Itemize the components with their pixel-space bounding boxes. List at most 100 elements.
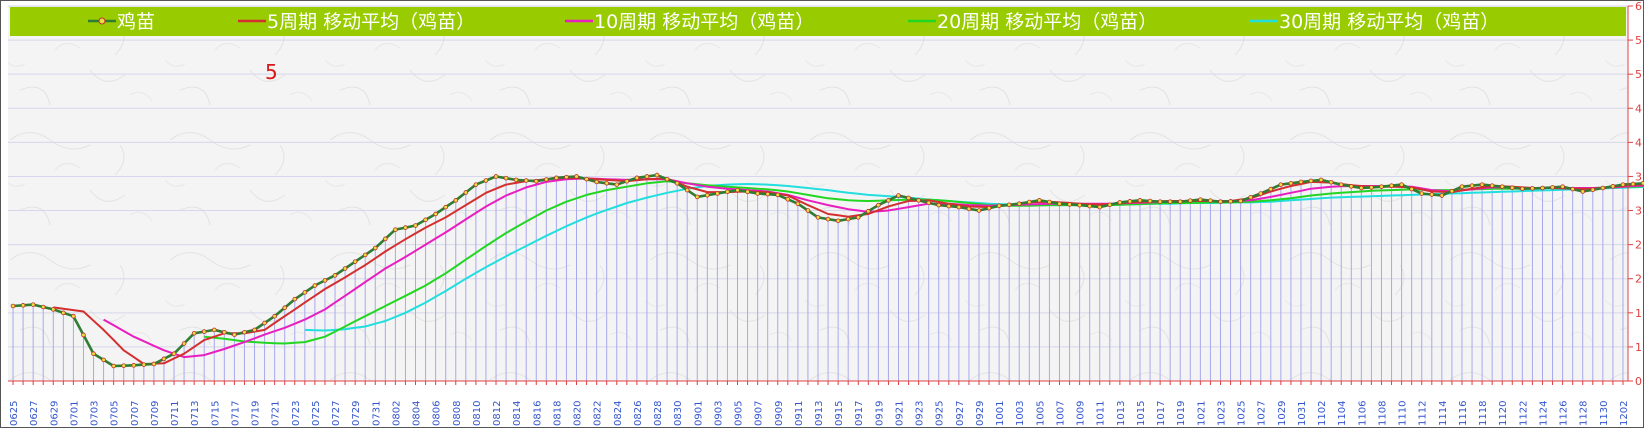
data-point	[312, 283, 318, 288]
data-point	[413, 223, 418, 228]
data-point	[1248, 194, 1253, 200]
data-point	[775, 192, 781, 198]
legend: 鸡苗 5周期 移动平均（鸡苗） 10周期 移动平均（鸡苗） 20周期 移动平均（鸡苗）…	[10, 7, 1626, 36]
x-tick-label: 0925	[935, 401, 946, 426]
data-point	[966, 206, 972, 212]
x-tick-label: 1007	[1055, 401, 1066, 426]
data-point	[332, 273, 338, 278]
y-tick-label: 2.30	[1635, 273, 1644, 286]
data-point	[1530, 186, 1535, 191]
data-point	[604, 180, 609, 186]
data-point	[151, 361, 157, 367]
data-point	[976, 208, 982, 213]
y-tick-label: 0.80	[1635, 375, 1644, 388]
data-point	[574, 174, 579, 179]
x-tick-label: 0729	[351, 401, 362, 426]
data-point	[121, 363, 127, 368]
data-point	[1107, 202, 1113, 208]
x-tick-label: 0816	[532, 401, 543, 426]
data-point	[664, 176, 670, 182]
data-point	[1117, 200, 1123, 205]
data-point	[1067, 202, 1072, 207]
x-tick-label: 1102	[1317, 401, 1328, 426]
data-point	[322, 278, 328, 283]
x-tick-label: 0923	[915, 401, 926, 426]
x-tick-label: 0731	[371, 401, 382, 426]
x-tick-label: 1031	[1297, 401, 1308, 426]
data-point	[20, 303, 26, 308]
data-point	[755, 191, 760, 196]
data-point	[1218, 199, 1223, 204]
data-point	[71, 313, 76, 319]
data-point	[352, 259, 358, 264]
x-tick-label: 0917	[854, 401, 865, 426]
data-point	[1419, 191, 1425, 196]
data-point	[1429, 192, 1435, 197]
data-point	[564, 174, 569, 180]
x-tick-label: 0921	[894, 401, 905, 426]
data-point	[1167, 199, 1173, 204]
x-tick-label: 1011	[1096, 401, 1107, 426]
legend-marker	[98, 17, 106, 25]
x-tick-label: 1104	[1337, 401, 1348, 426]
x-tick-label: 0711	[170, 401, 181, 426]
data-point	[876, 202, 881, 208]
x-tick-label: 1001	[995, 401, 1006, 426]
x-tick-label: 1126	[1559, 401, 1570, 426]
legend-background	[10, 7, 1626, 36]
series-line	[12, 173, 1644, 368]
data-point	[1087, 203, 1092, 209]
data-point	[1047, 199, 1052, 205]
data-point	[1348, 184, 1354, 189]
data-point	[1540, 185, 1545, 191]
data-point	[544, 177, 549, 182]
x-tick-label: 1120	[1498, 401, 1509, 426]
x-tick-label: 1023	[1216, 401, 1227, 426]
data-point	[1077, 202, 1082, 208]
x-tick-label: 0818	[552, 401, 563, 426]
data-point	[715, 191, 720, 196]
data-point	[443, 204, 449, 210]
x-tick-label: 0629	[49, 401, 60, 426]
series-markers	[10, 172, 1644, 369]
legend-label: 10周期 移动平均（鸡苗）	[594, 11, 814, 33]
data-point	[594, 179, 599, 185]
data-point	[463, 190, 469, 195]
data-point	[1640, 180, 1644, 186]
data-point	[1359, 185, 1364, 191]
y-tick-label: 1.80	[1635, 307, 1644, 320]
y-tick-label: 5.30	[1635, 68, 1644, 81]
x-tick-label: 1106	[1357, 401, 1368, 426]
data-point	[835, 218, 841, 224]
data-point	[403, 225, 408, 230]
data-point	[272, 313, 277, 319]
data-point	[30, 302, 36, 307]
x-axis: 0625 0627 0629 0701 0703 0705 0707 0709 0711 0713…	[8, 380, 1630, 426]
data-point	[634, 175, 640, 181]
data-point	[644, 174, 650, 179]
x-tick-label: 0901	[693, 401, 704, 426]
data-point	[1057, 201, 1062, 207]
data-point	[1338, 182, 1344, 187]
x-tick-label: 0915	[834, 401, 845, 426]
x-tick-label: 1005	[1035, 401, 1046, 426]
data-point	[654, 172, 660, 178]
data-point	[503, 175, 509, 181]
data-point	[1208, 198, 1213, 203]
data-point	[282, 305, 288, 311]
x-tick-label: 0826	[633, 401, 644, 426]
data-point	[1620, 182, 1626, 187]
x-tick-label: 1015	[1136, 401, 1147, 426]
x-tick-label: 1013	[1116, 401, 1127, 426]
x-tick-label: 0828	[653, 401, 664, 426]
data-point	[1037, 198, 1042, 203]
data-point	[342, 266, 348, 271]
data-point	[1489, 183, 1495, 188]
data-point	[684, 187, 690, 193]
y-tick-label: 5.80	[1635, 34, 1644, 47]
data-point	[1027, 199, 1032, 205]
x-tick-label: 0713	[190, 401, 201, 426]
data-point	[1520, 186, 1525, 192]
